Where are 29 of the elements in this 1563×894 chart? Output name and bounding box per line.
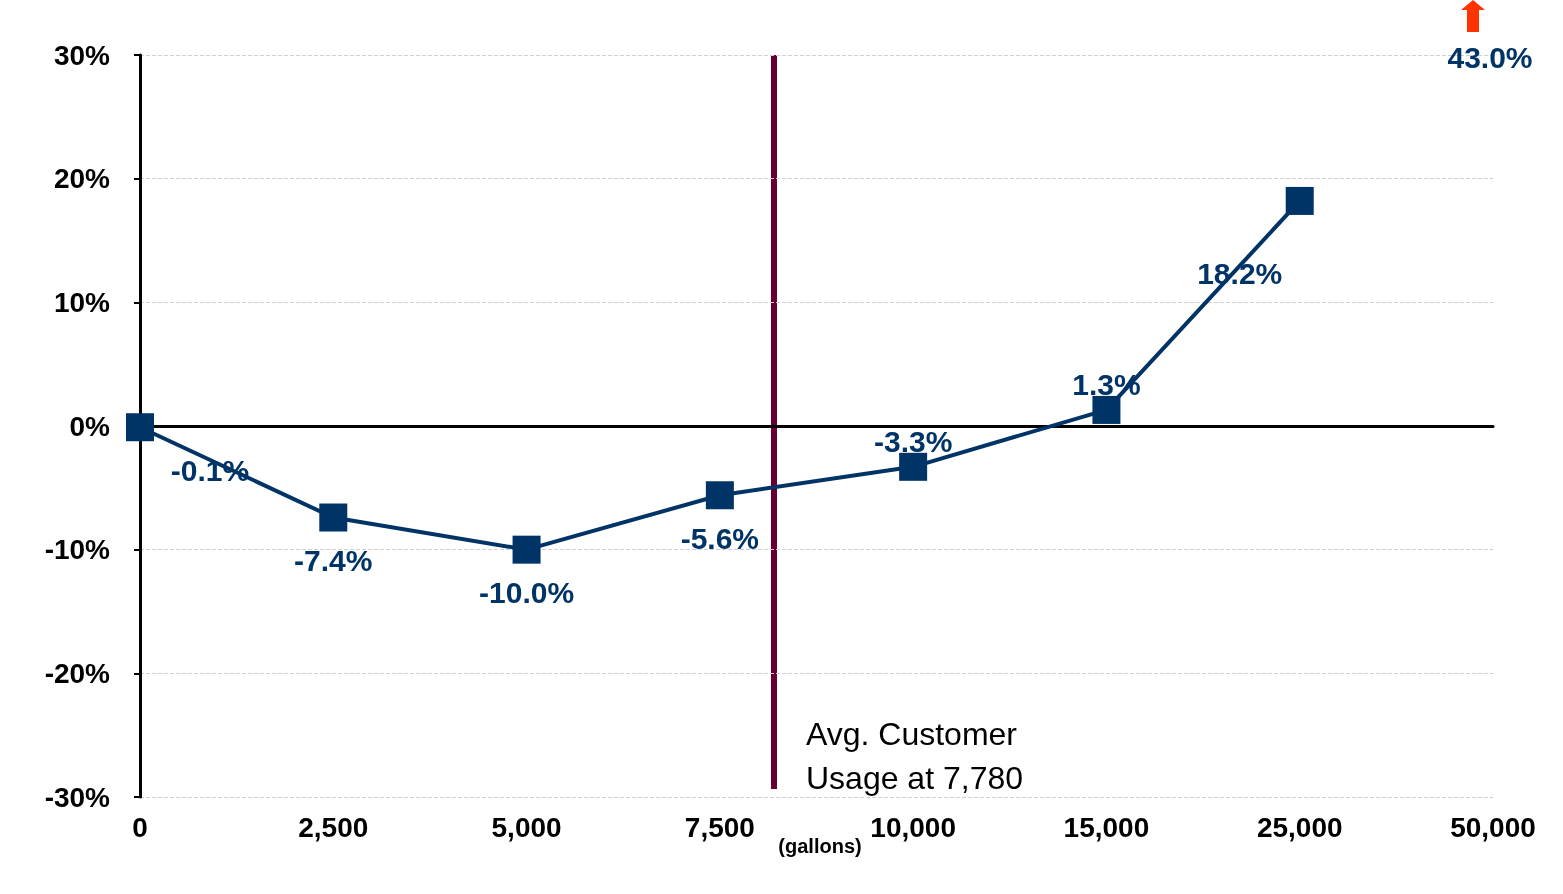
point xyxy=(126,413,154,442)
x-tick-label: 2,500 xyxy=(298,811,369,843)
y-tick-label: 0% xyxy=(69,410,111,442)
y-tick-label: -20% xyxy=(44,657,111,689)
y-tick-label: 30% xyxy=(53,39,111,71)
y-tick-label: -10% xyxy=(44,534,111,566)
annotation: Avg. Customer Usage at 7,780 xyxy=(805,715,1024,798)
annotation: 43.0% xyxy=(1446,40,1534,76)
point xyxy=(512,535,541,564)
data-label: -10.0% xyxy=(479,576,575,610)
point xyxy=(1092,395,1121,424)
y-tick-label: -30% xyxy=(44,781,111,813)
x-tick-label: 5,000 xyxy=(491,811,562,843)
x-tick-label: 7,500 xyxy=(684,811,755,843)
data-label: -3.3% xyxy=(873,425,953,459)
text: (gallons) xyxy=(778,835,862,857)
point xyxy=(1285,186,1314,215)
x-tick-label: 50,000 xyxy=(1450,811,1536,843)
point xyxy=(319,503,348,532)
data-label: -7.4% xyxy=(294,544,373,578)
x-tick-label: 25,000 xyxy=(1256,811,1343,843)
y-tick-label: 20% xyxy=(53,163,111,195)
x-tick-label: 10,000 xyxy=(870,811,956,843)
x-tick-label: 15,000 xyxy=(1063,811,1150,843)
x-tick-label: 0 xyxy=(132,811,148,843)
point xyxy=(705,481,734,510)
data-label: -5.6% xyxy=(680,521,760,555)
point xyxy=(899,452,928,481)
y-tick-label: 10% xyxy=(53,286,111,318)
